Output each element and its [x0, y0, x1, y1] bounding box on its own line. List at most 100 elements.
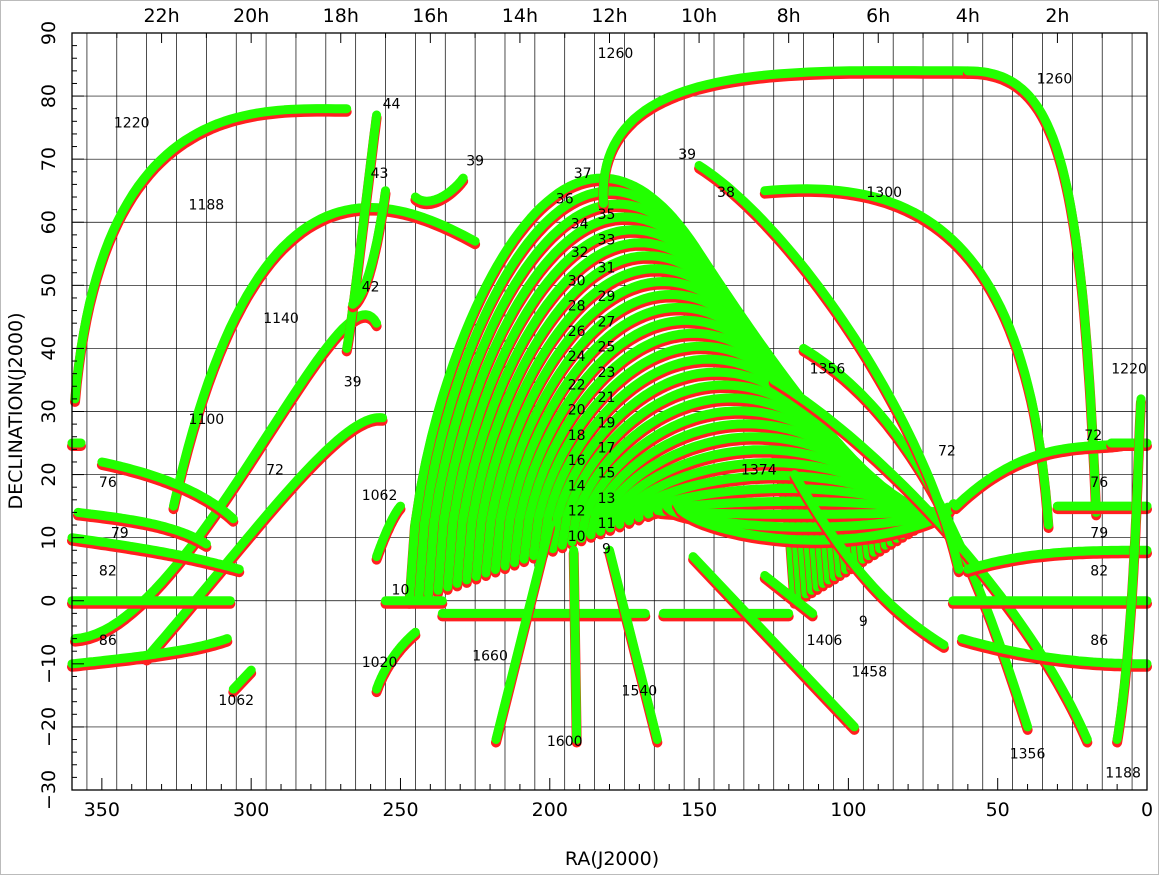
- track-green: [643, 496, 941, 519]
- track-green: [569, 545, 582, 744]
- track-label: 34: [571, 217, 589, 233]
- track-label: 1140: [263, 311, 299, 327]
- track-green: [760, 571, 818, 618]
- track-label: 1406: [807, 633, 843, 649]
- top-tick-label: 10h: [681, 5, 717, 27]
- track-label: 76: [1090, 475, 1108, 491]
- track-label: 1374: [741, 463, 777, 479]
- track-label: 79: [111, 526, 129, 542]
- top-tick-label: 6h: [866, 5, 890, 27]
- track-label: 31: [598, 261, 616, 277]
- track-green: [605, 445, 919, 533]
- y-tick-label: 10: [38, 526, 60, 550]
- top-tick-label: 4h: [956, 5, 980, 27]
- track-label: 33: [598, 232, 616, 248]
- track-label: 21: [598, 390, 616, 406]
- track-green: [598, 66, 973, 208]
- y-tick-label: 50: [38, 273, 60, 297]
- y-tick-label: −20: [38, 707, 60, 747]
- track-label: 17: [598, 441, 616, 457]
- track-label: 72: [266, 463, 284, 479]
- track-green: [963, 66, 1101, 517]
- track-green: [67, 533, 244, 574]
- track-label: 1220: [114, 116, 150, 132]
- track-label: 86: [1090, 633, 1108, 649]
- track-label: 72: [938, 444, 956, 460]
- track-label: 1188: [1105, 765, 1141, 781]
- track-label: 1100: [189, 412, 225, 428]
- track-green: [372, 501, 405, 562]
- track-label: 1260: [1037, 71, 1073, 87]
- track-green: [410, 173, 468, 206]
- track-green: [97, 457, 238, 524]
- x-tick-label: 200: [532, 799, 568, 821]
- track-label: 15: [598, 466, 616, 482]
- track-label: 1600: [547, 734, 583, 750]
- top-tick-label: 2h: [1045, 5, 1069, 27]
- track-label: 42: [362, 280, 380, 296]
- track-green: [672, 499, 958, 545]
- track-green: [624, 471, 930, 526]
- y-tick-label: 60: [38, 210, 60, 234]
- track-label: 30: [568, 273, 586, 289]
- track-label: 44: [383, 97, 401, 113]
- x-tick-label: 300: [233, 799, 269, 821]
- x-tick-label: 350: [84, 799, 120, 821]
- track-green: [70, 104, 352, 404]
- top-tick-label: 20h: [233, 5, 269, 27]
- track-label: 32: [571, 245, 589, 261]
- track-green: [73, 507, 211, 549]
- top-tick-label: 8h: [777, 5, 801, 27]
- track-label: 86: [99, 633, 117, 649]
- y-tick-label: −30: [38, 770, 60, 810]
- track-label: 72: [1084, 428, 1102, 444]
- track-label: 1062: [218, 693, 254, 709]
- top-tick-label: 16h: [412, 5, 448, 27]
- y-tick-label: 20: [38, 462, 60, 486]
- track-layer: [67, 66, 1152, 748]
- y-tick-label: 40: [38, 336, 60, 360]
- track-label: 13: [598, 491, 616, 507]
- track-green: [1112, 394, 1146, 744]
- track-label: 29: [598, 289, 616, 305]
- track-label: 39: [466, 153, 484, 169]
- track-green: [760, 184, 1053, 530]
- track-label: 43: [371, 166, 389, 182]
- track-label: 9: [859, 614, 868, 630]
- x-tick-label: 50: [986, 799, 1010, 821]
- x-tick-label: 150: [681, 799, 717, 821]
- track-label: 1062: [362, 488, 398, 504]
- track-label: 82: [1090, 564, 1108, 580]
- track-label: 82: [99, 564, 117, 580]
- track-label: 1540: [622, 683, 658, 699]
- track-green: [169, 203, 480, 511]
- track-green: [688, 552, 859, 732]
- track-label: 24: [568, 349, 586, 365]
- track-label: 35: [598, 207, 616, 223]
- x-tick-label: 0: [1141, 799, 1153, 821]
- track-green: [951, 438, 1128, 511]
- track-green: [653, 506, 947, 519]
- track-label: 1188: [189, 198, 225, 214]
- track-green: [372, 627, 420, 694]
- track-label: 36: [556, 191, 574, 207]
- top-tick-label: 18h: [323, 5, 359, 27]
- track-label: 11: [598, 516, 616, 532]
- track-green: [605, 545, 662, 744]
- track-label: 1260: [598, 46, 634, 62]
- track-label: 9: [602, 541, 611, 557]
- track-label: 1356: [810, 362, 846, 378]
- track-label: 38: [717, 185, 735, 201]
- track-label: 10: [568, 529, 586, 545]
- track-label: 16: [568, 453, 586, 469]
- track-label: 14: [568, 478, 586, 494]
- track-green: [963, 545, 1152, 574]
- track-label: 22: [568, 377, 586, 393]
- track-green: [342, 110, 382, 353]
- track-label: 25: [598, 340, 616, 356]
- y-tick-label: 80: [38, 84, 60, 108]
- track-green: [662, 502, 953, 532]
- track-label: 1660: [472, 649, 508, 665]
